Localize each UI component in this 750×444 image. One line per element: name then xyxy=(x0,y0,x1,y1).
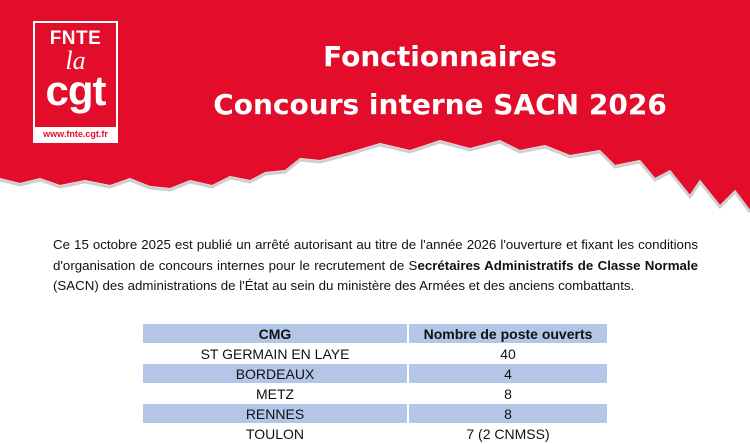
table-row: BORDEAUX 4 xyxy=(143,364,607,383)
logo-url: www.fnte.cgt.fr xyxy=(35,127,116,141)
table-header: CMG Nombre de poste ouverts xyxy=(143,324,607,343)
intro-paragraph: Ce 15 octobre 2025 est publié un arrêté … xyxy=(53,235,698,297)
logo-fnte: FNTE xyxy=(49,28,102,49)
para-bold: ecrétaires Administratifs de Classe Norm… xyxy=(417,257,698,273)
para-text-1: Ce 15 octobre 2025 est publié un arrêté … xyxy=(53,237,698,273)
header-cmg: CMG xyxy=(143,324,407,343)
table-row: RENNES 8 xyxy=(143,404,607,423)
fnte-cgt-logo: FNTE la cgt www.fnte.cgt.fr xyxy=(33,21,118,143)
cell-postes: 4 xyxy=(409,364,607,383)
table-row: TOULON 7 (2 CNMSS) xyxy=(143,424,607,443)
cell-cmg: BORDEAUX xyxy=(143,364,407,383)
positions-table: CMG Nombre de poste ouverts ST GERMAIN E… xyxy=(141,323,609,444)
cell-cmg: RENNES xyxy=(143,404,407,423)
red-torn-banner xyxy=(0,0,750,213)
cell-postes: 8 xyxy=(409,404,607,423)
table-row: ST GERMAIN EN LAYE 40 xyxy=(143,344,607,363)
logo-la: la xyxy=(65,46,86,75)
cell-cmg: TOULON xyxy=(245,425,305,442)
cell-postes: 7 (2 CNMSS) xyxy=(466,425,550,442)
table-row: METZ 8 xyxy=(143,384,607,403)
page-title-line1: Fonctionnaires xyxy=(323,40,557,73)
cell-postes: 8 xyxy=(504,385,512,402)
cell-postes: 40 xyxy=(500,345,516,362)
para-text-2: (SACN) des administrations de l'État au … xyxy=(53,278,635,293)
header-postes: Nombre de poste ouverts xyxy=(409,324,607,343)
logo-cgt: cgt xyxy=(45,67,107,114)
cell-cmg: ST GERMAIN EN LAYE xyxy=(200,345,350,362)
page-title-line2: Concours interne SACN 2026 xyxy=(213,88,667,121)
cell-cmg: METZ xyxy=(255,385,295,402)
